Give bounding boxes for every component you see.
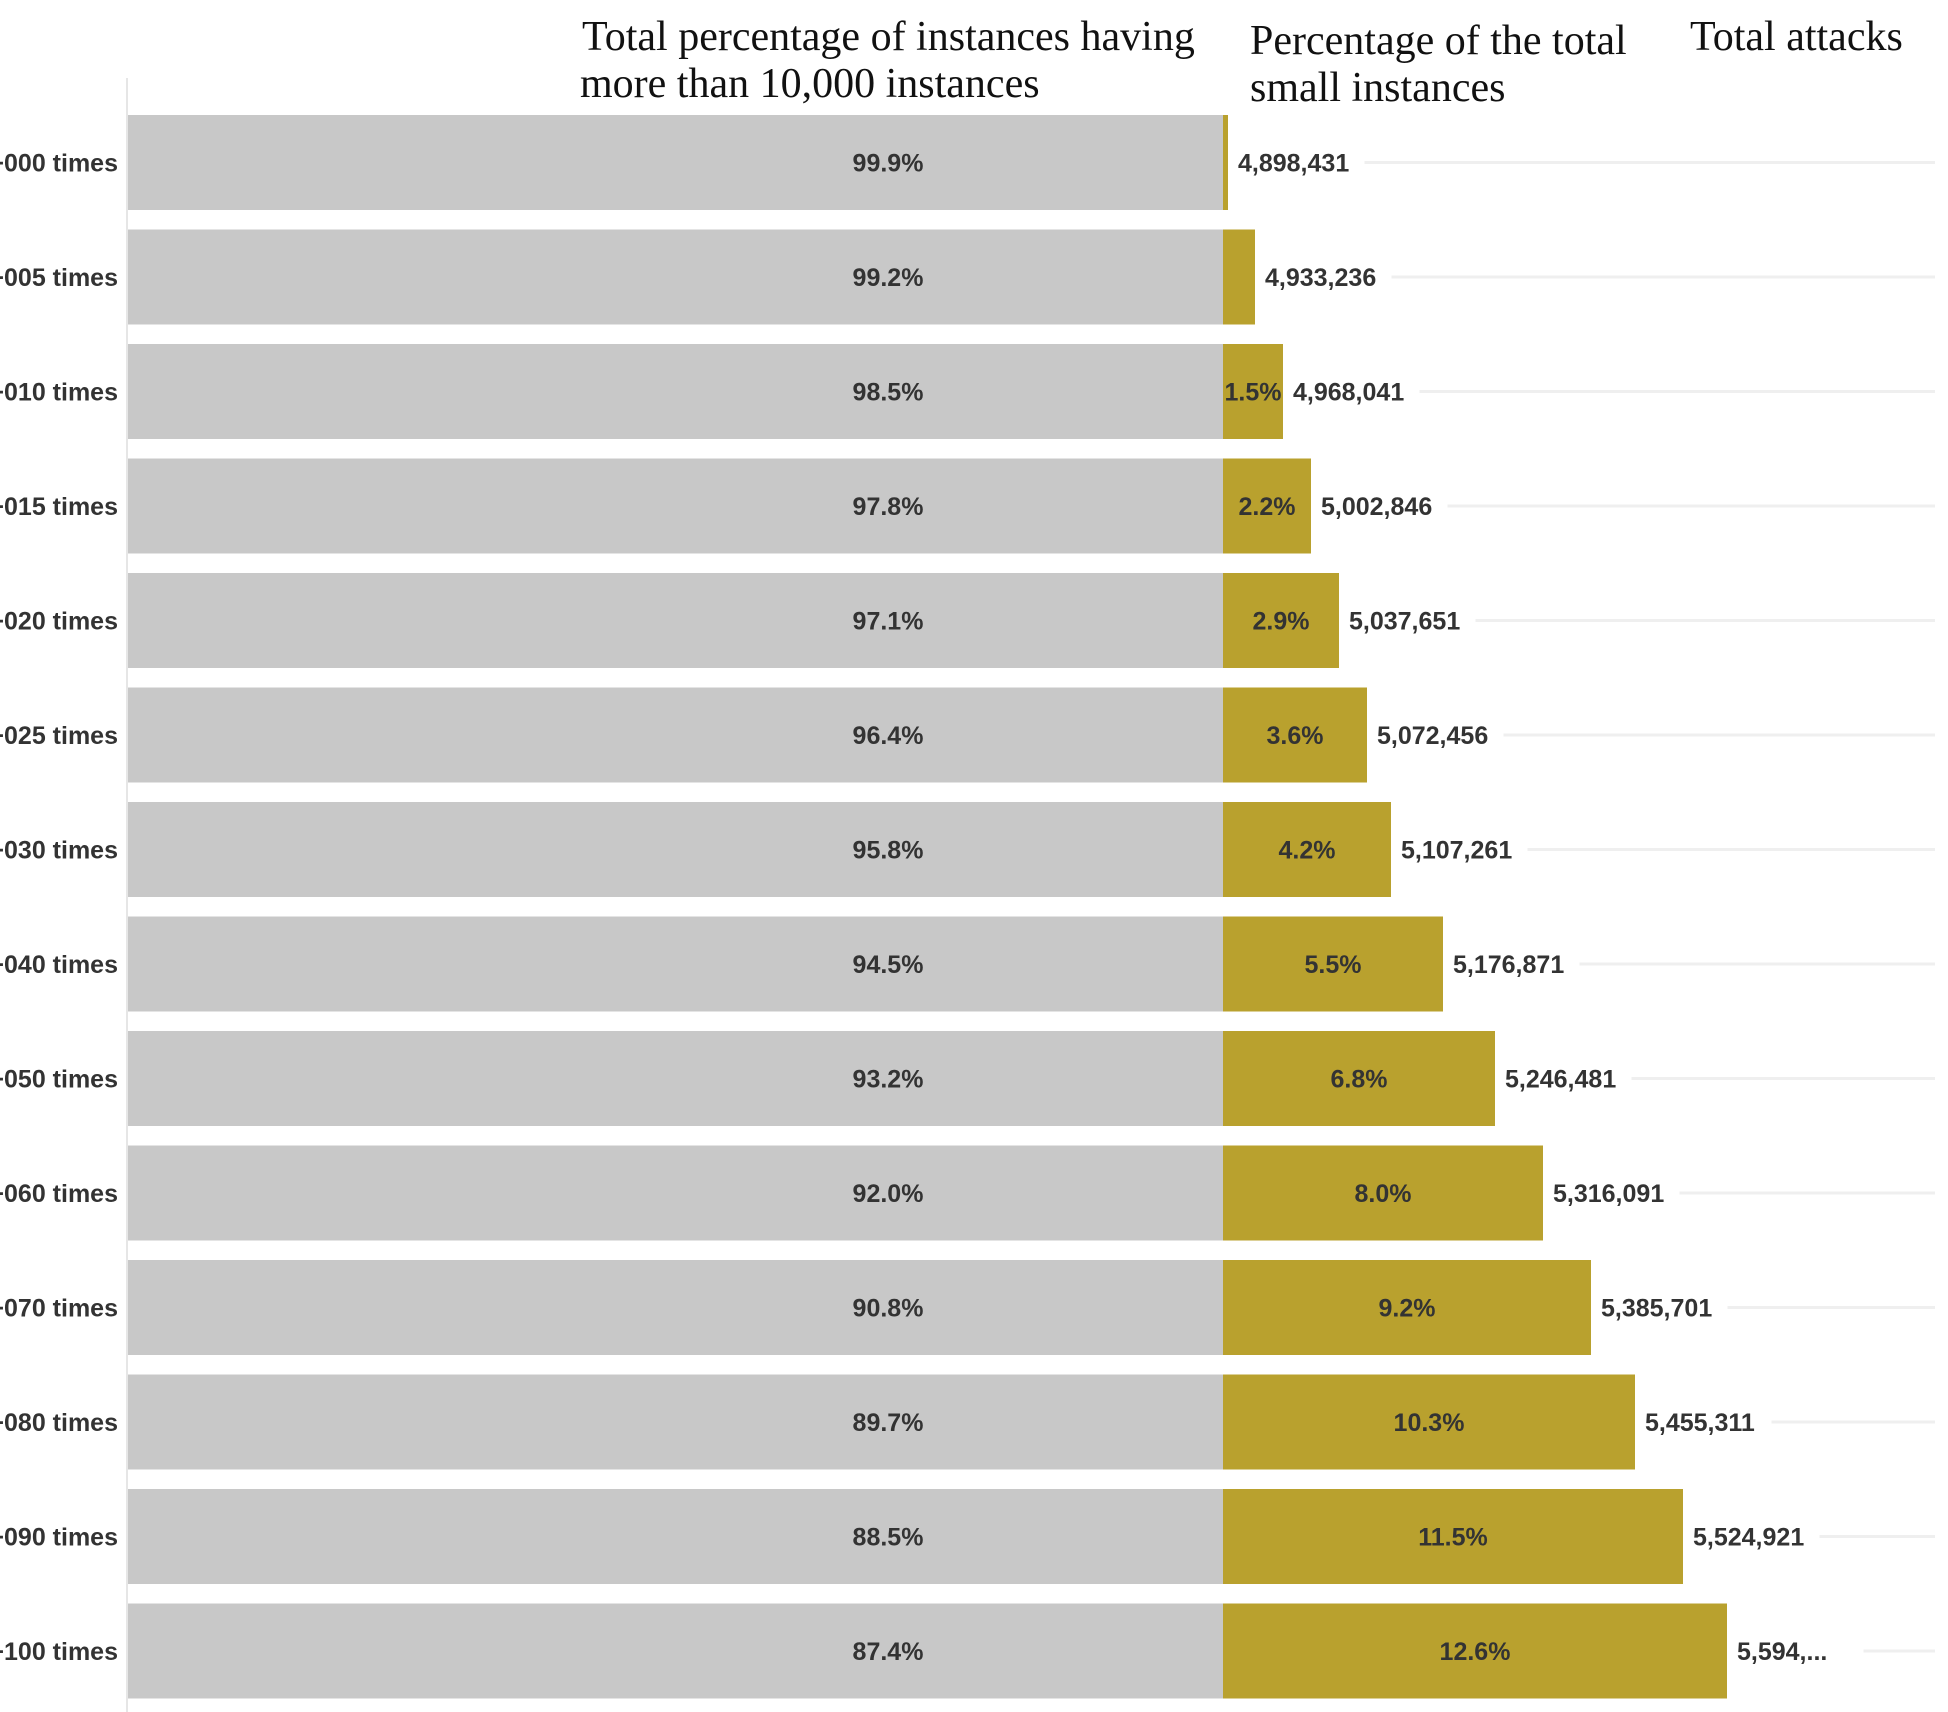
header-large-instances-line1: Total percentage of instances having bbox=[582, 14, 1195, 60]
bar-large-instances-label: 98.5% bbox=[853, 379, 924, 407]
header-small-instances-line1: Percentage of the total bbox=[1250, 18, 1627, 64]
total-attacks-label: 5,316,091 bbox=[1553, 1180, 1664, 1208]
bar-small-instances-label: 2.9% bbox=[1253, 608, 1310, 636]
total-attacks-label: 5,524,921 bbox=[1693, 1524, 1804, 1552]
bar-large-instances bbox=[128, 229, 1223, 325]
bar-large-instances-label: 93.2% bbox=[853, 1066, 924, 1094]
bar-large-instances bbox=[128, 1603, 1223, 1699]
total-attacks-label: 4,968,041 bbox=[1293, 379, 1404, 407]
bar-small-instances bbox=[1223, 802, 1391, 897]
category-label: +100 times bbox=[0, 1638, 118, 1666]
category-label: +000 times bbox=[0, 150, 118, 178]
total-attacks-label: 5,594,... bbox=[1737, 1638, 1827, 1666]
total-attacks-label: 5,385,701 bbox=[1601, 1295, 1712, 1323]
bar-large-instances bbox=[128, 573, 1223, 668]
total-attacks-label: 5,246,481 bbox=[1505, 1066, 1616, 1094]
category-label: +020 times bbox=[0, 608, 118, 636]
bar-small-instances bbox=[1223, 229, 1255, 325]
bar-large-instances bbox=[128, 1489, 1223, 1584]
bar-small-instances bbox=[1223, 687, 1367, 783]
category-label: +060 times bbox=[0, 1180, 118, 1208]
bar-large-instances-label: 88.5% bbox=[853, 1524, 924, 1552]
category-label: +015 times bbox=[0, 493, 118, 521]
category-label: +005 times bbox=[0, 264, 118, 292]
total-attacks-label: 5,176,871 bbox=[1453, 951, 1564, 979]
bar-small-instances-label: 2.2% bbox=[1239, 493, 1296, 521]
bar-small-instances bbox=[1223, 344, 1283, 439]
total-attacks-label: 4,898,431 bbox=[1238, 150, 1349, 178]
total-attacks-label: 4,933,236 bbox=[1265, 264, 1376, 292]
category-label: +040 times bbox=[0, 951, 118, 979]
bar-large-instances bbox=[128, 687, 1223, 783]
bar-large-instances bbox=[128, 802, 1223, 897]
bar-large-instances-label: 99.2% bbox=[853, 264, 924, 292]
bar-small-instances bbox=[1223, 1374, 1635, 1470]
bar-large-instances-label: 87.4% bbox=[853, 1638, 924, 1666]
category-label: +010 times bbox=[0, 379, 118, 407]
bar-small-instances-label: 5.5% bbox=[1305, 951, 1362, 979]
bar-small-instances-label: 1.5% bbox=[1225, 379, 1282, 407]
bar-large-instances bbox=[128, 458, 1223, 554]
category-label: +090 times bbox=[0, 1524, 118, 1552]
category-label: +025 times bbox=[0, 722, 118, 750]
bar-large-instances bbox=[128, 115, 1223, 210]
bar-large-instances bbox=[128, 1031, 1223, 1126]
bar-large-instances-label: 96.4% bbox=[853, 722, 924, 750]
bar-large-instances-label: 89.7% bbox=[853, 1409, 924, 1437]
bar-small-instances bbox=[1223, 916, 1443, 1012]
total-attacks-label: 5,107,261 bbox=[1401, 837, 1512, 865]
bar-small-instances bbox=[1223, 115, 1228, 210]
bar-large-instances-label: 99.9% bbox=[853, 150, 924, 178]
bar-large-instances-label: 90.8% bbox=[853, 1295, 924, 1323]
bar-small-instances-label: 11.5% bbox=[1418, 1524, 1488, 1552]
total-attacks-label: 5,072,456 bbox=[1377, 722, 1488, 750]
header-large-instances-line2: more than 10,000 instances bbox=[580, 61, 1040, 107]
header-total-attacks: Total attacks bbox=[1690, 14, 1903, 60]
bar-small-instances-label: 6.8% bbox=[1331, 1066, 1388, 1094]
bar-small-instances bbox=[1223, 1603, 1727, 1699]
bar-small-instances-label: 8.0% bbox=[1355, 1180, 1412, 1208]
bar-small-instances-label: 9.2% bbox=[1379, 1295, 1436, 1323]
bar-small-instances bbox=[1223, 1145, 1543, 1241]
bar-large-instances bbox=[128, 1260, 1223, 1355]
bar-small-instances bbox=[1223, 1489, 1683, 1584]
bar-small-instances-label: 3.6% bbox=[1267, 722, 1324, 750]
bar-large-instances bbox=[128, 916, 1223, 1012]
bar-small-instances bbox=[1223, 1260, 1591, 1355]
bar-large-instances-label: 97.8% bbox=[853, 493, 924, 521]
bar-small-instances-label: 12.6% bbox=[1440, 1638, 1511, 1666]
bar-small-instances-label: 10.3% bbox=[1394, 1409, 1465, 1437]
total-attacks-label: 5,455,311 bbox=[1645, 1409, 1755, 1437]
bar-large-instances-label: 95.8% bbox=[853, 837, 924, 865]
bar-large-instances bbox=[128, 1374, 1223, 1470]
total-attacks-label: 5,002,846 bbox=[1321, 493, 1432, 521]
bar-large-instances-label: 94.5% bbox=[853, 951, 924, 979]
chart-rows: +000 times 99.9% 4,898,431 +005 times 99.2% 4… bbox=[0, 115, 1935, 1699]
bar-large-instances-label: 92.0% bbox=[853, 1180, 924, 1208]
header-small-instances-line2: small instances bbox=[1250, 65, 1505, 111]
category-label: +070 times bbox=[0, 1295, 118, 1323]
bar-small-instances bbox=[1223, 1031, 1495, 1126]
category-label: +080 times bbox=[0, 1409, 118, 1437]
bar-small-instances-label: 4.2% bbox=[1279, 837, 1336, 865]
total-attacks-label: 5,037,651 bbox=[1349, 608, 1460, 636]
bar-large-instances bbox=[128, 1145, 1223, 1241]
bar-small-instances bbox=[1223, 573, 1339, 668]
bar-large-instances-label: 97.1% bbox=[853, 608, 924, 636]
category-label: +050 times bbox=[0, 1066, 118, 1094]
category-label: +030 times bbox=[0, 837, 118, 865]
bar-large-instances bbox=[128, 344, 1223, 439]
bar-small-instances bbox=[1223, 458, 1311, 554]
